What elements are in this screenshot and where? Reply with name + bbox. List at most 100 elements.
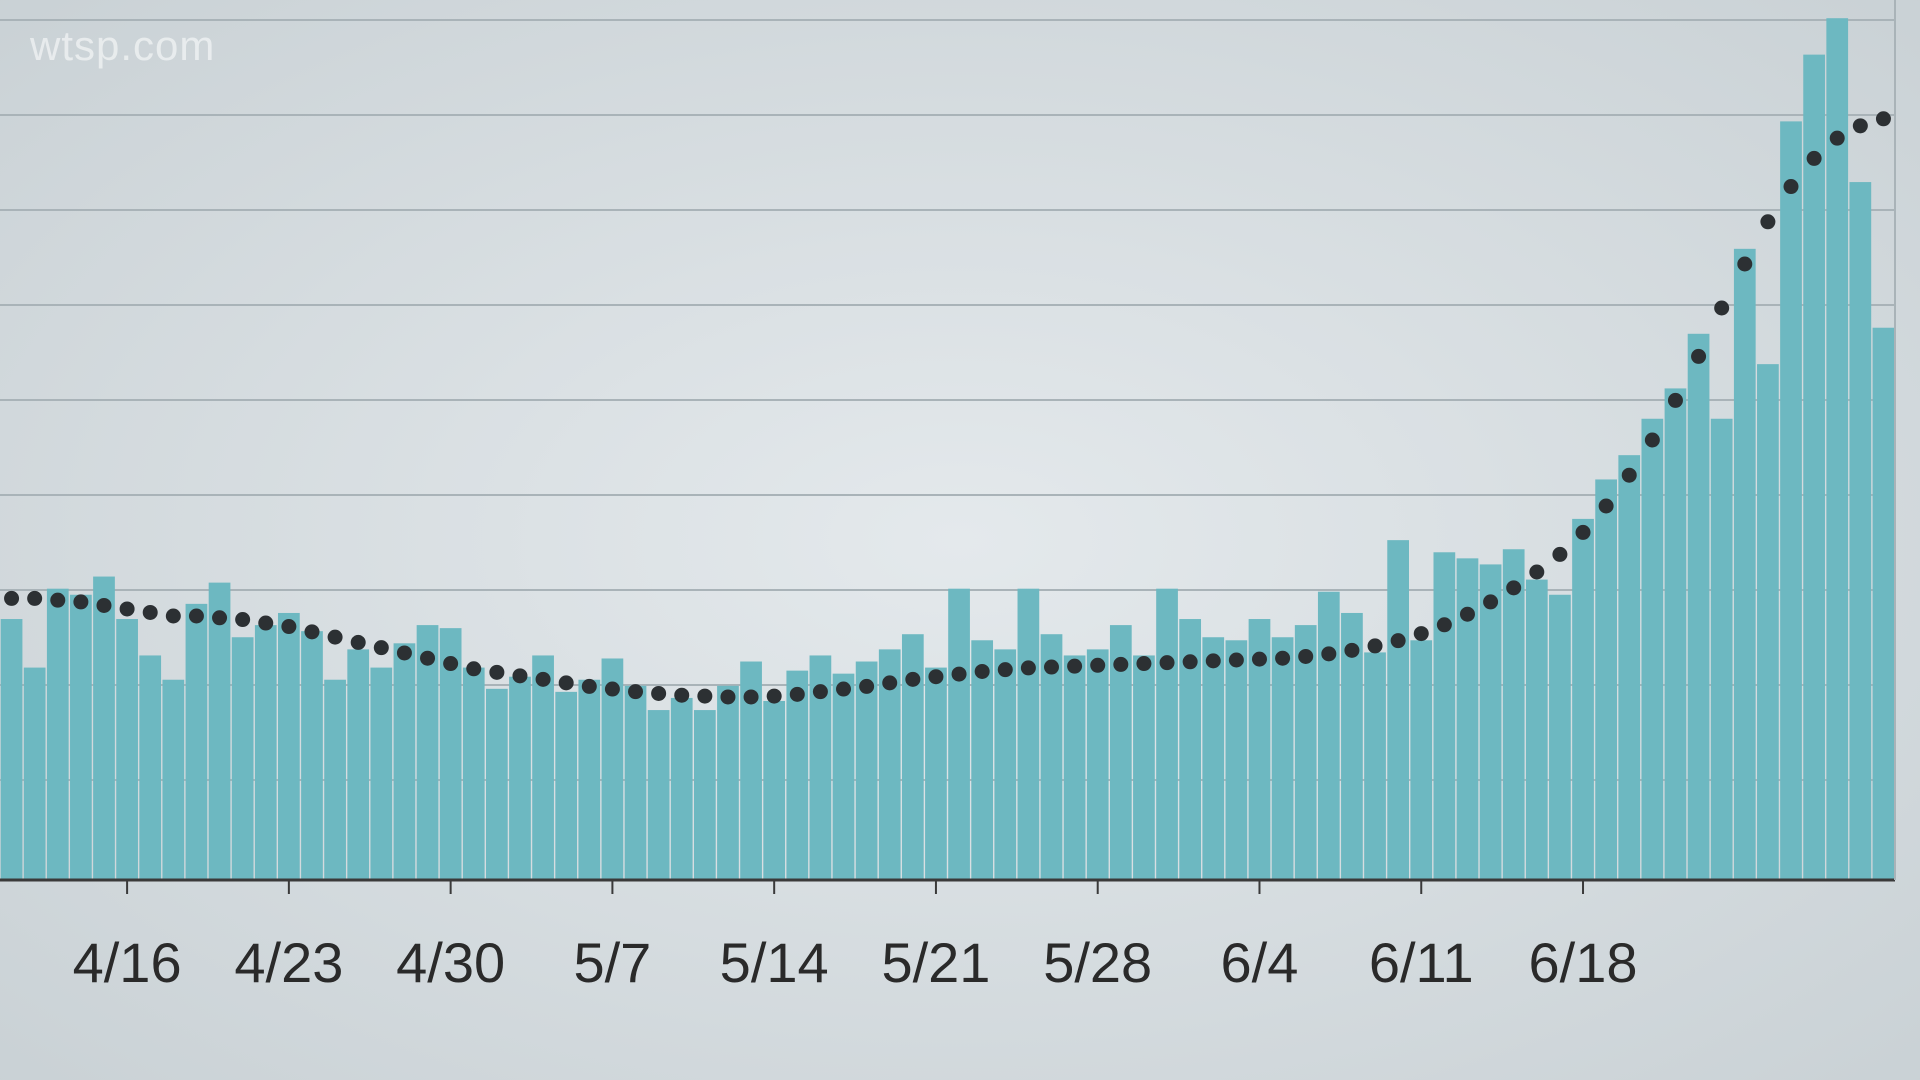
chart-svg [0, 0, 1920, 1080]
bar [1202, 637, 1224, 880]
trend-dot [1414, 626, 1429, 641]
trend-dot [1691, 349, 1706, 364]
bar [1734, 249, 1756, 880]
bar [278, 613, 300, 880]
trend-dot [1067, 659, 1082, 674]
bar [139, 655, 161, 880]
trend-dot [1252, 652, 1267, 667]
trend-dot [466, 661, 481, 676]
trend-dot [697, 689, 712, 704]
trend-dot [189, 609, 204, 624]
trend-dot [1830, 131, 1845, 146]
trend-dot [1529, 565, 1544, 580]
bar [1503, 549, 1525, 880]
x-tick-label: 5/14 [720, 930, 829, 995]
bar [162, 680, 184, 880]
x-tick-label: 6/18 [1529, 930, 1638, 995]
trend-dot [374, 640, 389, 655]
trend-dot [998, 662, 1013, 677]
trend-dot [582, 679, 597, 694]
trend-dot [281, 619, 296, 634]
trend-dot [1298, 649, 1313, 664]
bar [578, 680, 600, 880]
trend-dot [1622, 468, 1637, 483]
bar [1688, 334, 1710, 880]
trend-dot [1437, 617, 1452, 632]
bar [763, 701, 785, 880]
x-tick-label: 5/7 [573, 930, 651, 995]
bar [786, 671, 808, 880]
trend-dot [443, 656, 458, 671]
bar [509, 677, 531, 880]
bar [1433, 552, 1455, 880]
x-tick-label: 4/30 [396, 930, 505, 995]
trend-dot [397, 645, 412, 660]
trend-dot [1599, 499, 1614, 514]
bar [347, 649, 369, 880]
bar [532, 655, 554, 880]
x-tick-label: 4/16 [73, 930, 182, 995]
bar [70, 595, 92, 880]
trend-dot [1668, 393, 1683, 408]
trend-dot [351, 635, 366, 650]
trend-dot [4, 591, 19, 606]
bar [1826, 18, 1848, 880]
trend-dot [813, 684, 828, 699]
bar [394, 643, 416, 880]
trend-dot [50, 593, 65, 608]
trend-dot [328, 630, 343, 645]
trend-dot [790, 687, 805, 702]
trend-dot [258, 616, 273, 631]
bar [1480, 564, 1502, 880]
bar [1226, 640, 1248, 880]
trend-dot [1737, 257, 1752, 272]
bar [24, 668, 46, 880]
trend-dot [859, 679, 874, 694]
trend-dot [1506, 580, 1521, 595]
trend-dot [120, 601, 135, 616]
trend-dot [235, 612, 250, 627]
trend-dot [1760, 214, 1775, 229]
bar [1272, 637, 1294, 880]
bar [1618, 455, 1640, 880]
trend-dot [1021, 660, 1036, 675]
trend-dot [559, 675, 574, 690]
trend-dot [1784, 179, 1799, 194]
trend-dot [674, 688, 689, 703]
bar [833, 674, 855, 880]
x-tick-label: 4/23 [234, 930, 343, 995]
trend-dot [1483, 594, 1498, 609]
bar [948, 589, 970, 880]
bar [255, 625, 277, 880]
bar [1133, 655, 1155, 880]
bar [486, 689, 508, 880]
trend-dot [143, 605, 158, 620]
bar [1549, 595, 1571, 880]
trend-dot [628, 684, 643, 699]
bar [1849, 182, 1871, 880]
trend-dot [1113, 657, 1128, 672]
bar [232, 637, 254, 880]
bar [1757, 364, 1779, 880]
bar [324, 680, 346, 880]
trend-dot [73, 594, 88, 609]
trend-dot [512, 668, 527, 683]
trend-dot [1645, 433, 1660, 448]
bar [1641, 419, 1663, 880]
bar [1, 619, 23, 880]
bar [1711, 419, 1733, 880]
trend-dot [1344, 643, 1359, 658]
trend-dot [1044, 660, 1059, 675]
bar [648, 710, 670, 880]
trend-dot [1275, 651, 1290, 666]
bar [1457, 558, 1479, 880]
trend-dot [1321, 646, 1336, 661]
trend-dot [1136, 656, 1151, 671]
bar [1318, 592, 1340, 880]
trend-dot [651, 686, 666, 701]
trend-dot [767, 689, 782, 704]
x-tick-label: 6/11 [1369, 930, 1474, 995]
trend-dot [1229, 653, 1244, 668]
trend-dot [1391, 633, 1406, 648]
trend-dot [1552, 547, 1567, 562]
